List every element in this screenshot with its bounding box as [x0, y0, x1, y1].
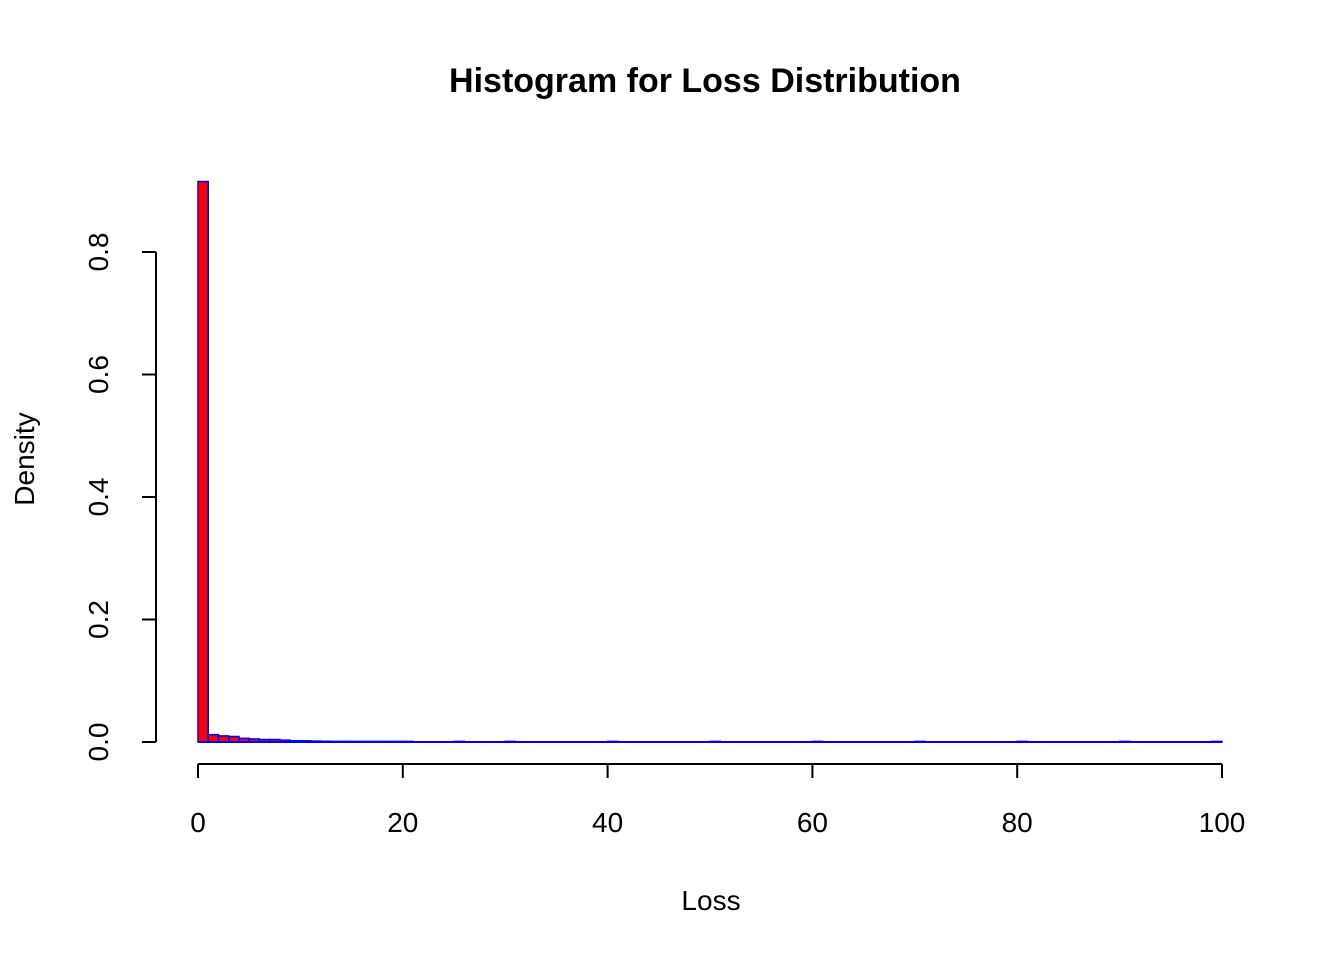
histogram-bar [197, 180, 209, 743]
y-tick-label: 0.4 [83, 478, 114, 517]
y-tick-label: 0.0 [83, 723, 114, 762]
histogram-bars [197, 180, 1223, 743]
y-tick-label: 0.2 [83, 600, 114, 639]
y-tick-label: 0.6 [83, 355, 114, 394]
x-tick-label: 40 [592, 807, 623, 838]
chart-title: Histogram for Loss Distribution [449, 62, 961, 100]
y-tick-label: 0.8 [83, 233, 114, 272]
x-axis: 0 20 40 60 80 100 [190, 763, 1246, 838]
histogram-bar [207, 733, 220, 743]
x-tick-label: 20 [387, 807, 418, 838]
x-tick-label: 100 [1199, 807, 1246, 838]
x-axis-label: Loss [681, 885, 740, 916]
x-tick-label: 0 [190, 807, 206, 838]
y-axis: 0.0 0.2 0.4 0.6 0.8 [83, 233, 157, 762]
y-axis-label: Density [9, 412, 40, 505]
x-tick-label: 60 [797, 807, 828, 838]
x-tick-label: 80 [1002, 807, 1033, 838]
